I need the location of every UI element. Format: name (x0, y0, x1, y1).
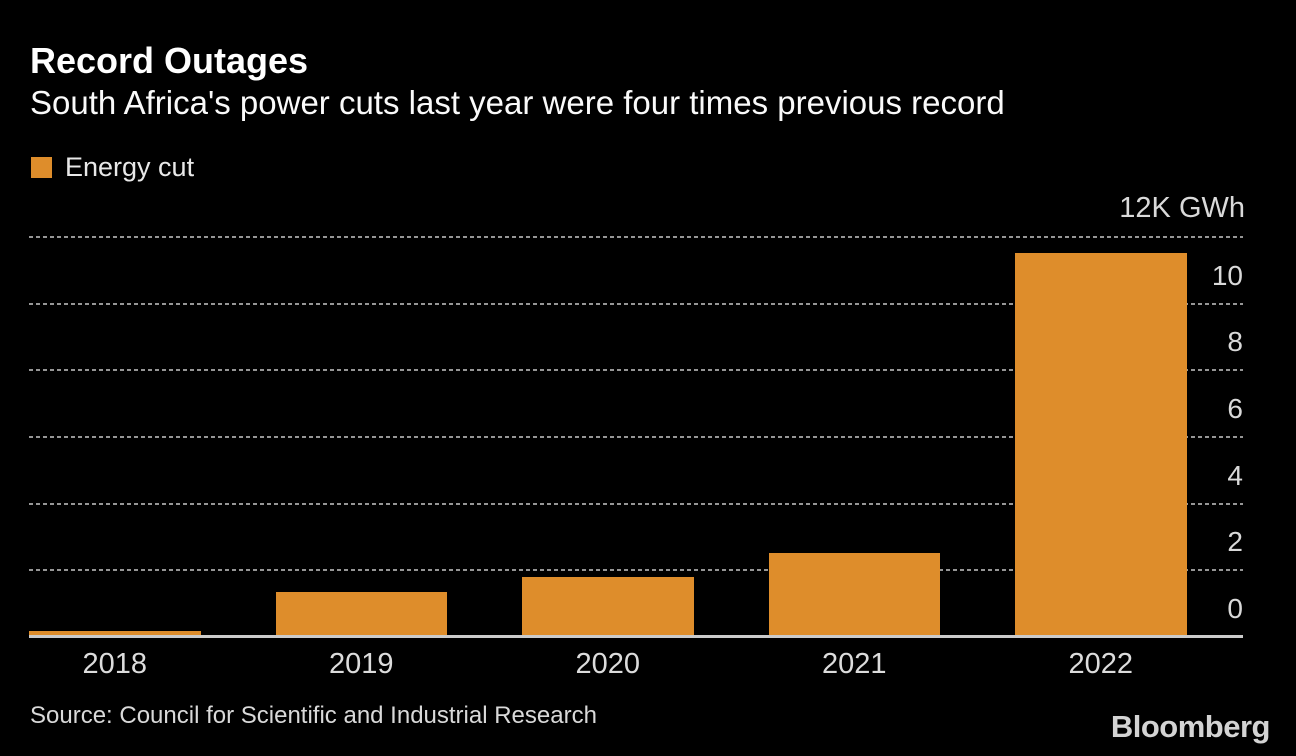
source-note: Source: Council for Scientific and Indus… (30, 702, 597, 729)
gridline (29, 302, 1243, 305)
chart-subtitle: South Africa's power cuts last year were… (30, 84, 1005, 121)
y-tick-label: 8 (1227, 326, 1243, 358)
bar-2021 (768, 553, 940, 637)
bloomberg-logo: Bloomberg (1110, 709, 1271, 744)
gridline (29, 569, 1243, 572)
x-axis-line (29, 635, 1243, 638)
x-tick-label: 2020 (575, 648, 640, 680)
bar-2020 (522, 577, 694, 637)
gridline (29, 369, 1243, 372)
x-tick-label: 2022 (1068, 648, 1133, 680)
y-tick-label: 4 (1227, 459, 1243, 491)
gridline (29, 236, 1243, 238)
legend-label: Energy cut (65, 151, 195, 182)
bar-2019 (275, 592, 447, 637)
y-axis-unit-label: 12K GWh (1119, 192, 1245, 224)
gridline (29, 502, 1243, 505)
x-tick-label: 2021 (821, 648, 887, 680)
x-tick-label: 2018 (82, 648, 147, 680)
x-tick-label: 2019 (328, 648, 394, 680)
gridline (29, 436, 1243, 438)
y-tick-label: 10 (1211, 259, 1243, 291)
legend-swatch-icon (31, 156, 52, 178)
y-tick-label: 6 (1227, 393, 1243, 424)
y-tick-label: 0 (1227, 593, 1243, 624)
y-tick-label: 2 (1227, 526, 1243, 558)
chart-title: Record Outages (30, 40, 309, 81)
bar-2022 (1015, 252, 1187, 637)
legend: Energy cut (31, 151, 195, 182)
bar-2018 (29, 630, 201, 637)
